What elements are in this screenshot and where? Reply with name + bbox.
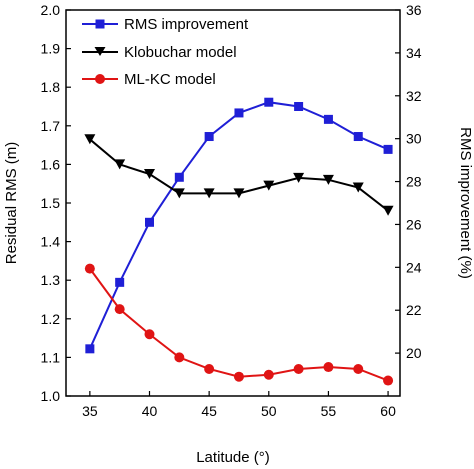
right-axis-title: RMS improvement (%) xyxy=(457,127,474,279)
data-point-klobuchar-model xyxy=(293,172,305,183)
series-ml-kc-model xyxy=(84,263,394,386)
legend-label-klobuchar: Klobuchar model xyxy=(124,44,237,61)
right-tick-label: 36 xyxy=(406,2,422,18)
x-tick-label: 55 xyxy=(321,403,337,419)
right-tick-label: 26 xyxy=(406,216,422,232)
data-point-rms-improvement xyxy=(174,172,184,182)
data-point-rms-improvement xyxy=(234,108,244,118)
data-point-rms-improvement xyxy=(115,277,125,287)
data-point-ml-kc-model xyxy=(174,352,185,363)
left-tick-label: 1.2 xyxy=(41,311,61,327)
left-tick-label: 1.5 xyxy=(41,195,61,211)
data-point-ml-kc-model xyxy=(383,375,394,386)
right-tick-label: 22 xyxy=(406,302,422,318)
data-point-klobuchar-model xyxy=(203,188,215,199)
series-layer xyxy=(84,97,394,386)
data-point-rms-improvement xyxy=(323,114,333,124)
left-tick-label: 1.9 xyxy=(41,41,61,57)
left-tick-label: 1.7 xyxy=(41,118,61,134)
data-point-ml-kc-model xyxy=(204,363,215,374)
x-tick-label: 50 xyxy=(261,403,277,419)
left-tick-label: 1.0 xyxy=(41,388,61,404)
legend-entry-klobuchar: Klobuchar model xyxy=(82,44,237,61)
data-point-klobuchar-model xyxy=(233,188,245,199)
data-point-rms-improvement xyxy=(204,132,214,142)
data-point-klobuchar-model xyxy=(352,182,364,193)
right-axis-ticks: 20 22 24 26 28 30 32 34 36 xyxy=(395,2,422,361)
data-point-klobuchar-model xyxy=(144,169,155,180)
data-point-klobuchar-model xyxy=(84,134,96,145)
right-tick-label: 32 xyxy=(406,88,422,104)
x-tick-label: 40 xyxy=(142,403,158,419)
data-point-rms-improvement xyxy=(85,344,95,354)
data-point-ml-kc-model xyxy=(144,329,155,340)
x-axis-title: Latitude (°) xyxy=(196,449,270,466)
right-tick-label: 20 xyxy=(406,345,422,361)
data-point-ml-kc-model xyxy=(84,263,95,274)
x-axis-ticks: 35 40 45 50 55 60 xyxy=(82,391,396,419)
left-axis-title: Residual RMS (m) xyxy=(3,142,20,265)
data-point-rms-improvement xyxy=(383,144,393,154)
data-point-rms-improvement xyxy=(264,97,274,107)
series-rms-improvement xyxy=(85,97,393,354)
data-point-klobuchar-model xyxy=(173,188,185,199)
data-point-ml-kc-model xyxy=(114,304,125,315)
left-tick-label: 2.0 xyxy=(41,2,61,18)
data-point-klobuchar-model xyxy=(263,180,275,191)
data-point-ml-kc-model xyxy=(353,363,364,374)
data-point-ml-kc-model xyxy=(323,362,334,373)
right-tick-label: 34 xyxy=(406,45,422,61)
data-point-rms-improvement xyxy=(294,102,304,111)
series-line-ml-kc-model xyxy=(89,268,389,382)
left-tick-label: 1.3 xyxy=(41,272,61,288)
left-tick-label: 1.1 xyxy=(41,349,61,365)
data-point-rms-improvement xyxy=(145,217,154,227)
data-point-ml-kc-model xyxy=(263,369,274,380)
legend: RMS improvement Klobuchar model ML-KC mo… xyxy=(82,16,249,88)
right-tick-label: 28 xyxy=(406,174,422,190)
series-line-klobuchar-model xyxy=(89,138,389,212)
left-axis-ticks: 1.0 1.1 1.2 1.3 1.4 1.5 1.6 1.7 1.8 1.9 2.0 xyxy=(41,2,71,404)
data-point-rms-improvement xyxy=(353,132,363,142)
series-klobuchar-model xyxy=(84,134,394,216)
series-line-rms-improvement xyxy=(88,101,389,350)
x-tick-label: 60 xyxy=(380,403,396,419)
data-point-klobuchar-model xyxy=(114,159,126,170)
data-point-ml-kc-model xyxy=(293,363,304,374)
left-tick-label: 1.4 xyxy=(41,234,61,250)
right-tick-label: 24 xyxy=(406,259,422,275)
left-tick-label: 1.8 xyxy=(41,79,61,95)
left-tick-label: 1.6 xyxy=(41,156,61,172)
legend-entry-rms-improvement: RMS improvement xyxy=(82,16,249,33)
right-tick-label: 30 xyxy=(406,131,422,147)
x-tick-label: 35 xyxy=(82,403,98,419)
data-point-klobuchar-model xyxy=(322,174,334,185)
x-tick-label: 45 xyxy=(201,403,217,419)
plot-frame xyxy=(65,9,401,397)
legend-label-rms-improvement: RMS improvement xyxy=(124,16,249,33)
legend-entry-ml-kc: ML-KC model xyxy=(82,71,216,88)
data-point-ml-kc-model xyxy=(233,371,244,382)
data-point-klobuchar-model xyxy=(382,205,394,216)
legend-label-ml-kc: ML-KC model xyxy=(124,71,216,88)
